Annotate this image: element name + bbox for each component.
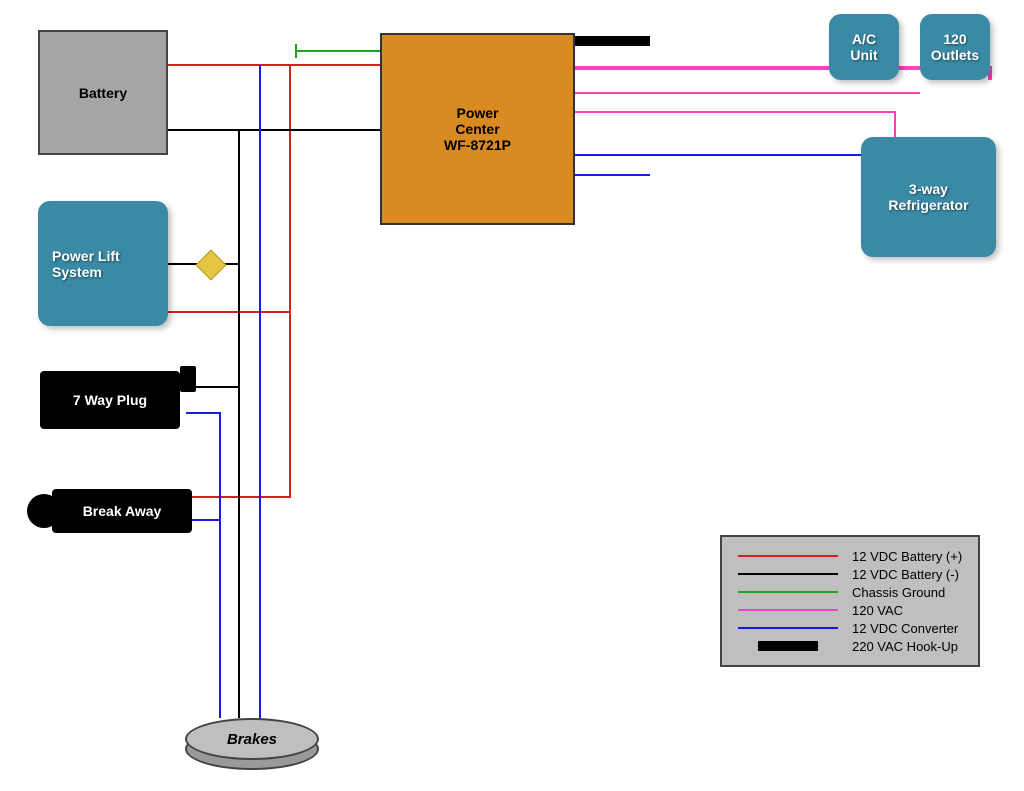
brakes-label: Brakes	[227, 731, 277, 748]
legend-swatch	[758, 641, 818, 651]
power-lift-label: Power Lift System	[52, 248, 120, 280]
ac-unit-box: A/C Unit	[829, 14, 899, 80]
legend-row: 12 VDC Battery (+)	[738, 547, 962, 565]
legend-swatch	[738, 627, 838, 629]
legend-label: 120 VAC	[852, 603, 903, 618]
outlets-120-label: 120 Outlets	[931, 31, 979, 63]
power-lift-box: Power Lift System	[38, 201, 168, 326]
legend-label: 12 VDC Converter	[852, 621, 958, 636]
legend-row: 12 VDC Converter	[738, 619, 962, 637]
battery-label: Battery	[79, 85, 127, 101]
legend-box: 12 VDC Battery (+) 12 VDC Battery (-) Chas…	[720, 535, 980, 667]
break-away-box: Break Away	[52, 489, 192, 533]
legend-swatch	[738, 555, 838, 557]
legend-swatch	[738, 591, 838, 593]
seven-way-plug-cap	[180, 366, 196, 392]
brakes-disc: Brakes	[185, 718, 319, 760]
legend-row: Chassis Ground	[738, 583, 962, 601]
seven-way-plug-label: 7 Way Plug	[73, 392, 147, 408]
legend-row: 220 VAC Hook-Up	[738, 637, 962, 655]
legend-label: 12 VDC Battery (-)	[852, 567, 959, 582]
refrigerator-label: 3-way Refrigerator	[888, 181, 968, 213]
legend-label: 12 VDC Battery (+)	[852, 549, 962, 564]
power-center-label: Power Center WF-8721P	[444, 105, 511, 153]
break-away-label: Break Away	[83, 503, 162, 519]
legend-row: 120 VAC	[738, 601, 962, 619]
legend-swatch	[738, 573, 838, 575]
legend-label: Chassis Ground	[852, 585, 945, 600]
ac-unit-label: A/C Unit	[850, 31, 877, 63]
power-center-box: Power Center WF-8721P	[380, 33, 575, 225]
junction-diamond-icon	[195, 249, 226, 280]
seven-way-plug-box: 7 Way Plug	[40, 371, 180, 429]
legend-label: 220 VAC Hook-Up	[852, 639, 958, 654]
legend-row: 12 VDC Battery (-)	[738, 565, 962, 583]
outlets-120-box: 120 Outlets	[920, 14, 990, 80]
refrigerator-box: 3-way Refrigerator	[861, 137, 996, 257]
battery-box: Battery	[38, 30, 168, 155]
legend-swatch	[738, 609, 838, 611]
